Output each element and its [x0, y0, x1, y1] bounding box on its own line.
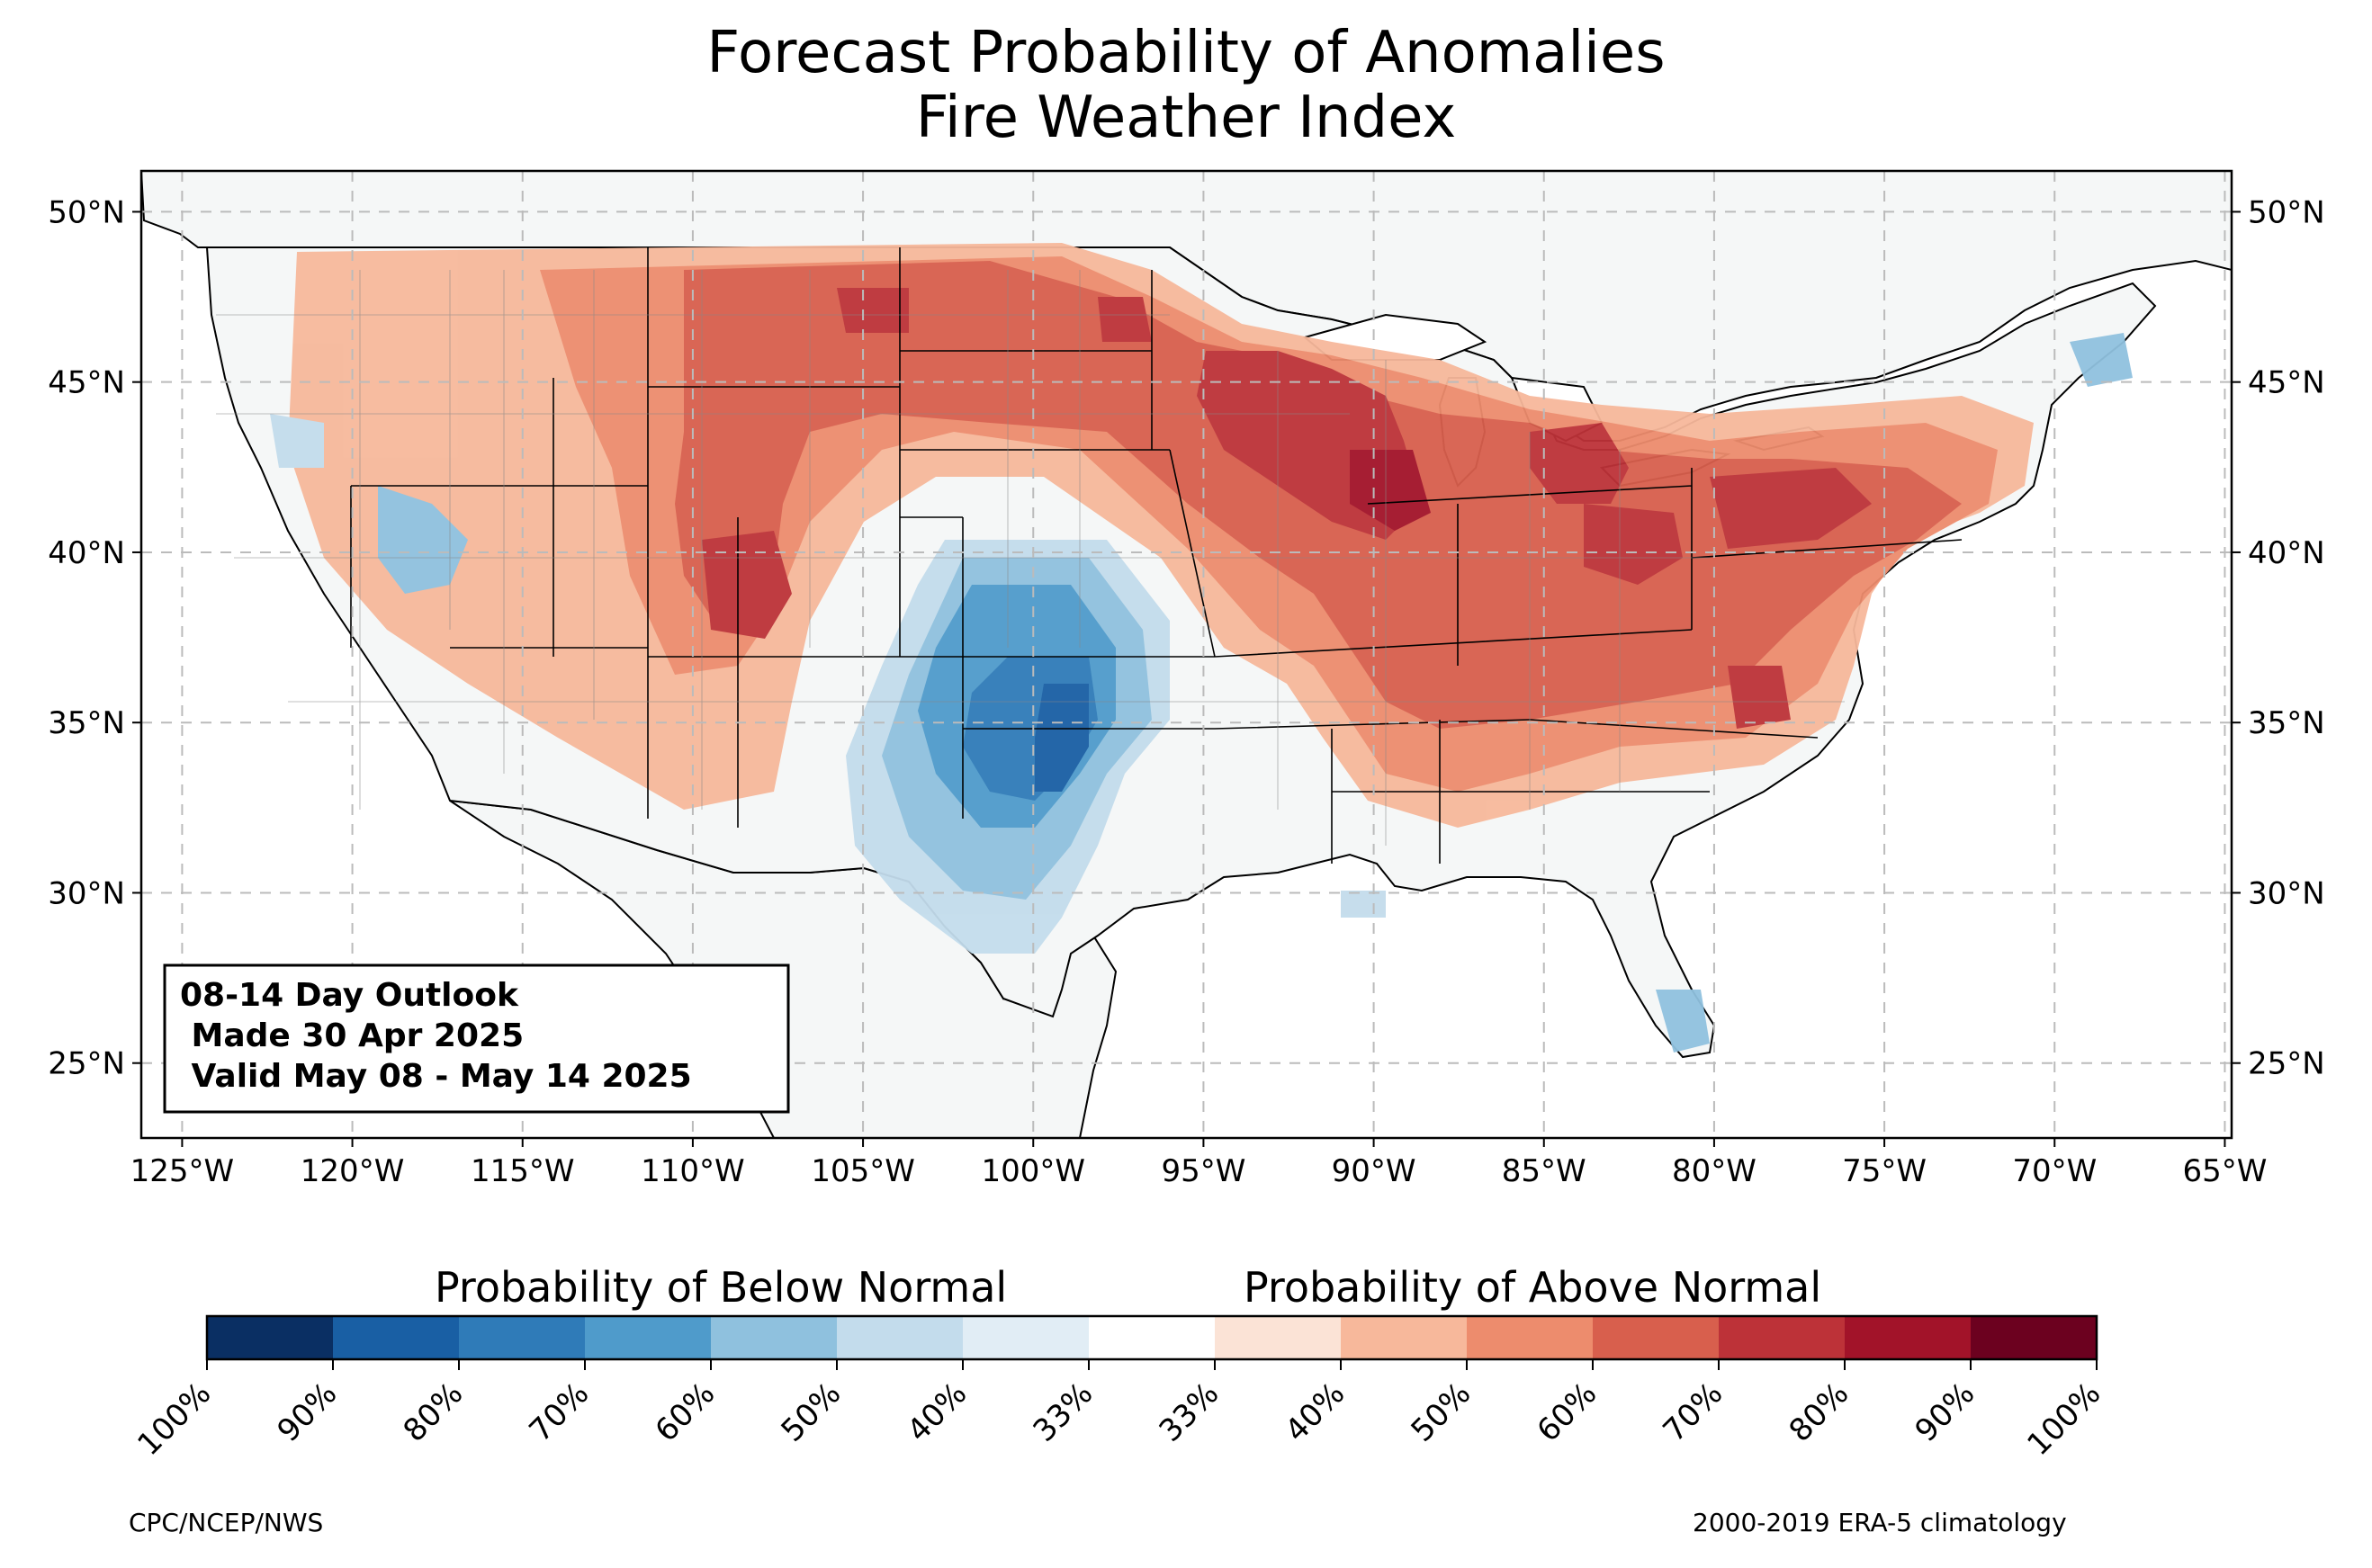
above-normal-region: [837, 288, 909, 333]
map-frame: [139, 169, 2233, 1140]
above-normal-region: [1728, 666, 1791, 729]
colorbar-tick-label: 40%: [901, 1375, 975, 1449]
colorbar-tick-label: 40%: [1279, 1375, 1352, 1449]
colorbar-swatch: [1467, 1316, 1594, 1359]
above-normal-region: [1584, 504, 1683, 585]
anomaly-shading: [270, 243, 2133, 1053]
lon-tick-label: 95°W: [1161, 1153, 1245, 1189]
lat-tick-label-left: 50°N: [48, 194, 125, 230]
lon-tick-label: 75°W: [1842, 1153, 1927, 1189]
below-normal-region: [1035, 684, 1089, 792]
above-normal-region: [1350, 450, 1431, 531]
lon-tick-label: 100°W: [981, 1153, 1085, 1189]
lat-lon-gridlines: [141, 171, 2232, 1138]
chart-title-line-1: Forecast Probability of Anomalies: [706, 20, 1666, 86]
outlook-period: 08-14 Day Outlook: [180, 977, 519, 1014]
colorbar-tick-label: 80%: [1783, 1375, 1856, 1449]
lon-tick-label: 85°W: [1502, 1153, 1586, 1189]
colorbar-swatch: [1719, 1316, 1846, 1359]
lat-tick-label-right: 40°N: [2248, 535, 2325, 571]
below-normal-region: [2070, 333, 2133, 387]
colorbar-tick-label: 33%: [1153, 1375, 1226, 1449]
lon-tick-label: 80°W: [1672, 1153, 1757, 1189]
colorbar-swatch: [837, 1316, 964, 1359]
above-normal-label: Probability of Above Normal: [1244, 1263, 1822, 1312]
colorbar-swatch: [1215, 1316, 1342, 1359]
colorbar-tick-label: 100%: [2020, 1375, 2107, 1463]
colorbar-swatch: [207, 1316, 334, 1359]
colorbar-tick-label: 60%: [649, 1375, 723, 1449]
lat-tick-label-left: 45°N: [48, 365, 125, 401]
lon-tick-label: 115°W: [471, 1153, 575, 1189]
colorbar-swatch: [711, 1316, 838, 1359]
below-normal-region: [1341, 891, 1386, 918]
colorbar-tick-label: 60%: [1531, 1375, 1604, 1449]
colorbar-swatch: [1341, 1316, 1468, 1359]
colorbar-swatch: [1971, 1316, 2098, 1359]
lon-tick-label: 105°W: [811, 1153, 915, 1189]
lon-tick-label: 120°W: [301, 1153, 405, 1189]
chart-title-line-2: Fire Weather Index: [915, 85, 1457, 151]
lat-tick-label-left: 40°N: [48, 535, 125, 571]
lon-tick-label: 90°W: [1332, 1153, 1416, 1189]
colorbar-tick-label: 80%: [397, 1375, 471, 1449]
lat-tick-label-right: 35°N: [2248, 705, 2325, 741]
lat-tick-label-left: 30°N: [48, 875, 125, 911]
below-normal-label: Probability of Below Normal: [435, 1263, 1008, 1312]
colorbar-tick-label: 100%: [130, 1375, 218, 1463]
colorbar-tick-label: 90%: [1909, 1375, 1982, 1449]
below-normal-region: [378, 486, 468, 594]
outlook-info-box: [163, 963, 790, 1114]
lat-tick-label-right: 30°N: [2248, 875, 2325, 911]
colorbar-tick-label: 33%: [1027, 1375, 1101, 1449]
colorbar-tick-label: 70%: [1657, 1375, 1730, 1449]
colorbar-swatch: [963, 1316, 1090, 1359]
credit-left: CPC/NCEP/NWS: [129, 1508, 324, 1537]
made-date: Made 30 Apr 2025: [180, 1017, 524, 1054]
colorbar-swatch: [459, 1316, 586, 1359]
above-normal-region: [1530, 423, 1629, 504]
above-normal-region: [1098, 297, 1152, 342]
colorbar-tick-label: 50%: [1405, 1375, 1478, 1449]
valid-range: Valid May 08 - May 14 2025: [180, 1058, 692, 1095]
lat-tick-label-right: 50°N: [2248, 194, 2325, 230]
lon-tick-label: 70°W: [2012, 1153, 2097, 1189]
lat-tick-label-right: 25°N: [2248, 1046, 2325, 1082]
colorbar-swatch: [1845, 1316, 1972, 1359]
lon-tick-label: 125°W: [130, 1153, 235, 1189]
lat-tick-label-right: 45°N: [2248, 365, 2325, 401]
lon-tick-label: 110°W: [641, 1153, 745, 1189]
colorbar-swatch: [585, 1316, 712, 1359]
colorbar-tick-label: 90%: [271, 1375, 345, 1449]
below-normal-region: [270, 414, 324, 468]
colorbar-swatch: [333, 1316, 460, 1359]
lon-tick-label: 65°W: [2182, 1153, 2267, 1189]
below-normal-region: [1656, 990, 1710, 1053]
colorbar-tick-labels: 100% 90% 80% 70% 60% 50% 40% 33% 33% 40% 50% 60% 70%…: [130, 1359, 2107, 1463]
colorbar-tick-label: 70%: [523, 1375, 597, 1449]
colorbar-swatch: [1593, 1316, 1720, 1359]
colorbar-swatch: [1089, 1316, 1216, 1359]
probability-colorbar: [205, 1314, 2098, 1361]
latitude-ticks: 50°N 50°N 45°N 45°N 40°N 40°N 35°N 35°N 30°N 30°N…: [48, 194, 2324, 1081]
lat-tick-label-left: 25°N: [48, 1046, 125, 1082]
colorbar-tick-label: 50%: [775, 1375, 849, 1449]
above-normal-region: [1710, 468, 1872, 549]
credit-right: 2000-2019 ERA-5 climatology: [1693, 1508, 2067, 1537]
longitude-ticks: 125°W 120°W 115°W 110°W 105°W 100°W 95°W 90°W 85…: [130, 1138, 2267, 1189]
lat-tick-label-left: 35°N: [48, 705, 125, 741]
